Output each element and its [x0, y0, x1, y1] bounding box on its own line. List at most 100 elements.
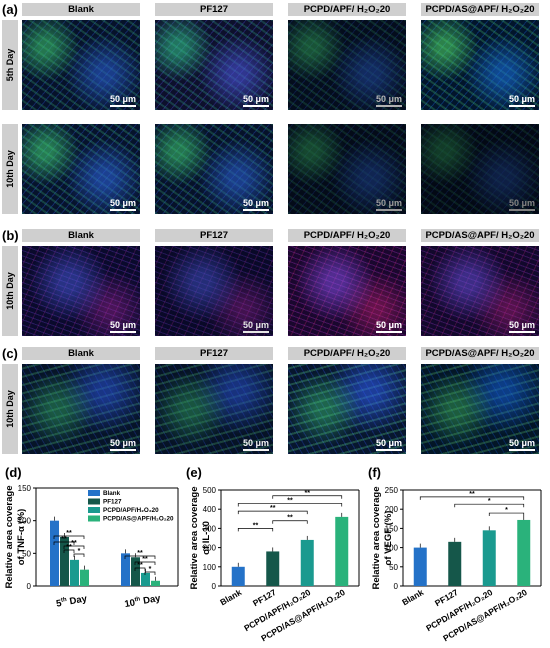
y-tick-label: 0 — [212, 582, 217, 591]
header-pf127-a: PF127 — [155, 3, 273, 16]
row-label-text: 10th Day — [5, 150, 15, 188]
scale-bar: 50 μm — [110, 94, 136, 107]
y-tick-label: 0 — [27, 582, 32, 591]
y-tick-label: 100 — [18, 517, 32, 526]
row-label-text: 10th Day — [5, 390, 15, 428]
bar-pf127 — [448, 541, 462, 586]
row-label-text: 10th Day — [5, 272, 15, 310]
significance-label: ** — [253, 522, 259, 529]
significance-bracket — [53, 535, 85, 539]
scale-bar: 50 μm — [243, 198, 269, 211]
x-tick-label: Blank — [218, 587, 243, 607]
y-tick-label: 400 — [203, 505, 217, 514]
significance-label: * — [505, 507, 508, 514]
micrograph-a-pf127-5d: 50 μm — [155, 20, 273, 110]
bar-pcpd-as-apf-h-o-20 — [335, 516, 349, 586]
significance-bracket — [419, 496, 525, 500]
micrograph-c-pcpd-apf: 50 μm — [288, 364, 406, 454]
bar-pcpd-as-apf-h-o-20 — [517, 519, 531, 586]
scale-bar: 50 μm — [243, 320, 269, 333]
significance-label: ** — [66, 544, 72, 551]
x-tick-label: PF127 — [251, 587, 278, 608]
y-tick-label: 200 — [203, 544, 217, 553]
panel-letter-b: (b) — [2, 228, 19, 243]
header-blank-c: Blank — [22, 347, 140, 360]
micrograph-b-blank: 50 μm — [22, 246, 140, 336]
significance-label: ** — [71, 540, 77, 547]
scale-bar: 50 μm — [110, 198, 136, 211]
significance-bracket — [488, 512, 525, 517]
y-tick-label: 150 — [385, 524, 399, 533]
scale-bar: 50 μm — [509, 320, 535, 333]
bar-blank — [413, 547, 427, 586]
bar-blank-0 — [50, 520, 59, 586]
significance-bracket — [237, 528, 274, 532]
significance-bracket — [134, 567, 146, 571]
header-pcpd-apf-a: PCPD/APF/ H₂O₂20 — [288, 3, 406, 16]
panel-letter-c: (c) — [2, 346, 18, 361]
significance-label: ** — [66, 530, 72, 537]
bar-pcpd-apf-h-o-20-0 — [70, 559, 79, 586]
bar-pf127 — [266, 551, 280, 586]
legend-entry: Blank — [103, 490, 121, 497]
row-label-b-10th-day: 10th Day — [2, 246, 18, 336]
legend-entry: PF127 — [103, 499, 122, 506]
significance-label: ** — [137, 550, 143, 557]
bar-pcpd-apf-h-o-20-1 — [141, 572, 150, 586]
scale-bar: 50 μm — [376, 198, 402, 211]
significance-bracket — [63, 549, 75, 553]
y-axis-label: Relative area coverage — [4, 486, 15, 589]
legend-swatch — [88, 498, 100, 505]
bar-pf127-1 — [131, 557, 140, 586]
scale-bar: 50 μm — [376, 320, 402, 333]
y-axis-label: of IL-10 — [201, 521, 212, 555]
significance-bracket — [454, 503, 525, 508]
chart-f-vegf: 0 50 100 150 200 250 Relative area coverage of … — [367, 478, 549, 646]
panel-letter-f: (f) — [368, 465, 381, 480]
micrograph-c-blank: 50 μm — [22, 364, 140, 454]
significance-bracket — [272, 495, 343, 499]
micrograph-a-pcpd-apf-5d: 50 μm — [288, 20, 406, 110]
scale-bar: 50 μm — [110, 320, 136, 333]
bar-pcpd-as-apf-h-o-20-0 — [80, 569, 89, 586]
legend-swatch — [88, 507, 100, 513]
header-pcpd-as-apf-c: PCPD/AS@APF/ H₂O₂20 — [421, 347, 539, 360]
chart-e-il10: 0 100 200 300 400 500 Relative area coverage of… — [185, 478, 367, 646]
significance-label: ** — [287, 515, 293, 522]
row-label-c-10th-day: 10th Day — [2, 364, 18, 454]
micrograph-b-pcpd-as-apf: 50 μm — [421, 246, 539, 336]
x-tick-label: PF127 — [433, 587, 460, 608]
bar-blank-1 — [121, 553, 130, 586]
legend-entry: PCPD/APF/H₂O₂20 — [103, 507, 159, 514]
scale-bar: 50 μm — [376, 438, 402, 451]
significance-label: ** — [61, 536, 67, 543]
scale-bar: 50 μm — [376, 94, 402, 107]
bar-pf127-0 — [60, 537, 69, 586]
significance-bracket — [134, 561, 156, 565]
legend-swatch — [88, 515, 100, 522]
legend-entry: PCPD/AS@APF/H₂O₂20 — [103, 516, 174, 523]
x-tick-label: Blank — [400, 587, 425, 607]
micrograph-a-pcpd-apf-10d: 50 μm — [288, 124, 406, 214]
y-axis-label: of VEGF (%) — [383, 511, 394, 566]
y-tick-label: 100 — [203, 563, 217, 572]
row-label-text: 5th Day — [5, 48, 15, 82]
x-tick-label: 10th Day — [124, 593, 162, 610]
y-tick-label: 0 — [394, 582, 399, 591]
y-tick-label: 300 — [203, 524, 217, 533]
panel-letter-d: (d) — [5, 465, 22, 480]
y-tick-label: 100 — [385, 544, 399, 553]
scale-bar: 50 μm — [110, 438, 136, 451]
significance-label: ** — [270, 505, 276, 512]
scale-bar: 50 μm — [243, 438, 269, 451]
significance-bracket — [73, 553, 85, 557]
row-label-a-5th-day: 5th Day — [2, 20, 18, 110]
micrograph-b-pcpd-apf: 50 μm — [288, 246, 406, 336]
scale-bar: 50 μm — [243, 94, 269, 107]
significance-label: ** — [287, 497, 293, 504]
bar-pcpd-apf-h-o-20 — [482, 530, 496, 586]
significance-label: * — [78, 548, 81, 555]
micrograph-c-pf127: 50 μm — [155, 364, 273, 454]
row-label-a-10th-day: 10th Day — [2, 124, 18, 214]
